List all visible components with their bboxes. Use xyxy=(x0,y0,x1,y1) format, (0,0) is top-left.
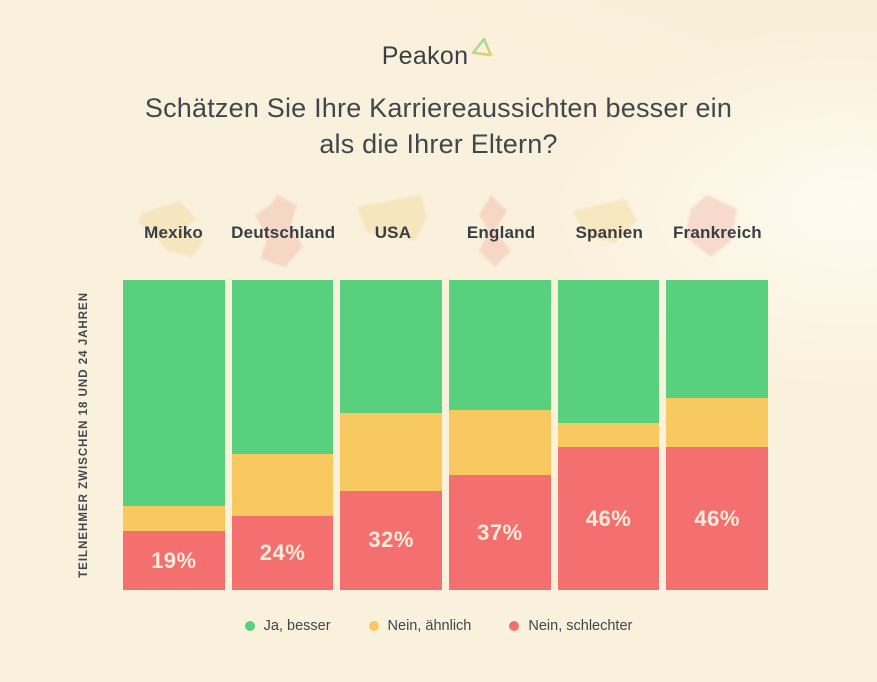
country-map-silhouette-mexiko xyxy=(137,200,204,257)
bars-row: 19% 24% 32% 37% 46% 46% xyxy=(123,280,769,590)
country-header-usa: USA xyxy=(342,185,443,280)
bar-segment-ja-besser xyxy=(123,280,225,507)
percent-label: 19% xyxy=(151,547,197,573)
country-header-england: England xyxy=(451,185,552,280)
bar-segment-ja-besser xyxy=(231,280,334,454)
country-header-frankreich: Frankreich xyxy=(667,185,768,280)
country-header-deutschland: Deutschland xyxy=(231,185,335,280)
bar-segment-nein-hnlich xyxy=(231,453,334,516)
country-header-row: Mexiko Deutschland USA England Spanien Frankr… xyxy=(123,185,768,280)
bar-segment-nein-hnlich xyxy=(123,506,225,532)
legend-label: Nein, schlechter xyxy=(528,618,633,634)
country-map-silhouette-spanien xyxy=(573,198,638,243)
bar-segment-nein-hnlich xyxy=(557,422,660,448)
bar-segment-ja-besser xyxy=(340,280,443,414)
legend-item-1: Ja, besser xyxy=(244,618,331,634)
percent-label: 24% xyxy=(259,539,306,565)
legend-item-3: Nein, schlechter xyxy=(509,618,632,634)
bar-segment-nein-hnlich xyxy=(449,410,551,476)
chart-title: Schätzen Sie Ihre Karriereaussichten bes… xyxy=(0,90,877,163)
legend-label: Nein, ähnlich xyxy=(387,618,472,634)
bar-segment-nein-hnlich xyxy=(340,413,443,491)
bar-segment-nein-hnlich xyxy=(666,397,769,448)
country-label: Frankreich xyxy=(672,222,762,242)
legend-item-2: Nein, ähnlich xyxy=(368,618,472,634)
country-label: England xyxy=(466,222,536,242)
percent-label: 46% xyxy=(694,505,740,531)
peakon-logo: Peakon xyxy=(0,37,877,71)
country-map-silhouette-england xyxy=(479,194,512,267)
legend-label: Ja, besser xyxy=(263,618,331,634)
percent-label: 32% xyxy=(368,527,414,553)
country-header-spanien: Spanien xyxy=(559,185,660,280)
country-map-silhouette-frankreich xyxy=(685,194,738,257)
peakon-logo-text: Peakon xyxy=(381,42,469,70)
bar-england: 37% xyxy=(449,280,551,590)
legend-dot-icon xyxy=(509,621,520,631)
country-label: Deutschland xyxy=(231,222,336,242)
country-label: Spanien xyxy=(575,222,644,242)
chart-title-line1: Schätzen Sie Ihre Karriereaussichten bes… xyxy=(144,93,733,123)
country-map-silhouette-usa xyxy=(356,194,427,241)
country-header-mexiko: Mexiko xyxy=(123,185,224,280)
peakon-triangle-icon xyxy=(472,37,493,57)
legend-dot-icon xyxy=(368,621,379,631)
bar-spanien: 46% xyxy=(557,280,660,590)
bar-segment-nein-schlechter: 46% xyxy=(557,447,660,590)
country-label: Mexiko xyxy=(144,222,203,242)
bar-frankreich: 46% xyxy=(666,280,769,590)
bar-segment-nein-schlechter: 37% xyxy=(449,475,551,590)
country-map-silhouette-deutschland xyxy=(255,194,304,267)
bar-segment-ja-besser xyxy=(666,280,769,398)
bar-segment-nein-schlechter: 19% xyxy=(123,531,225,590)
bar-segment-nein-schlechter: 32% xyxy=(340,490,443,590)
bar-usa: 32% xyxy=(340,280,443,590)
bar-deutschland: 24% xyxy=(231,280,334,590)
bar-mexiko: 19% xyxy=(123,280,225,590)
y-axis-label: TEILNEHMER ZWISCHEN 18 UND 24 JAHREN xyxy=(78,292,90,578)
bar-segment-nein-schlechter: 24% xyxy=(231,515,334,590)
percent-label: 37% xyxy=(477,519,523,545)
chart-title-line2: als die Ihrer Eltern? xyxy=(319,129,558,160)
bar-segment-ja-besser xyxy=(449,280,551,411)
stacked-bar-chart: Mexiko Deutschland USA England Spanien Frankr… xyxy=(123,185,769,590)
chart-legend: Ja, besser Nein, ähnlich Nein, schlechter xyxy=(0,618,877,634)
country-label: USA xyxy=(374,222,412,242)
bar-segment-nein-schlechter: 46% xyxy=(666,447,769,590)
bar-segment-ja-besser xyxy=(557,280,660,423)
percent-label: 46% xyxy=(585,505,632,531)
legend-dot-icon xyxy=(244,621,255,631)
